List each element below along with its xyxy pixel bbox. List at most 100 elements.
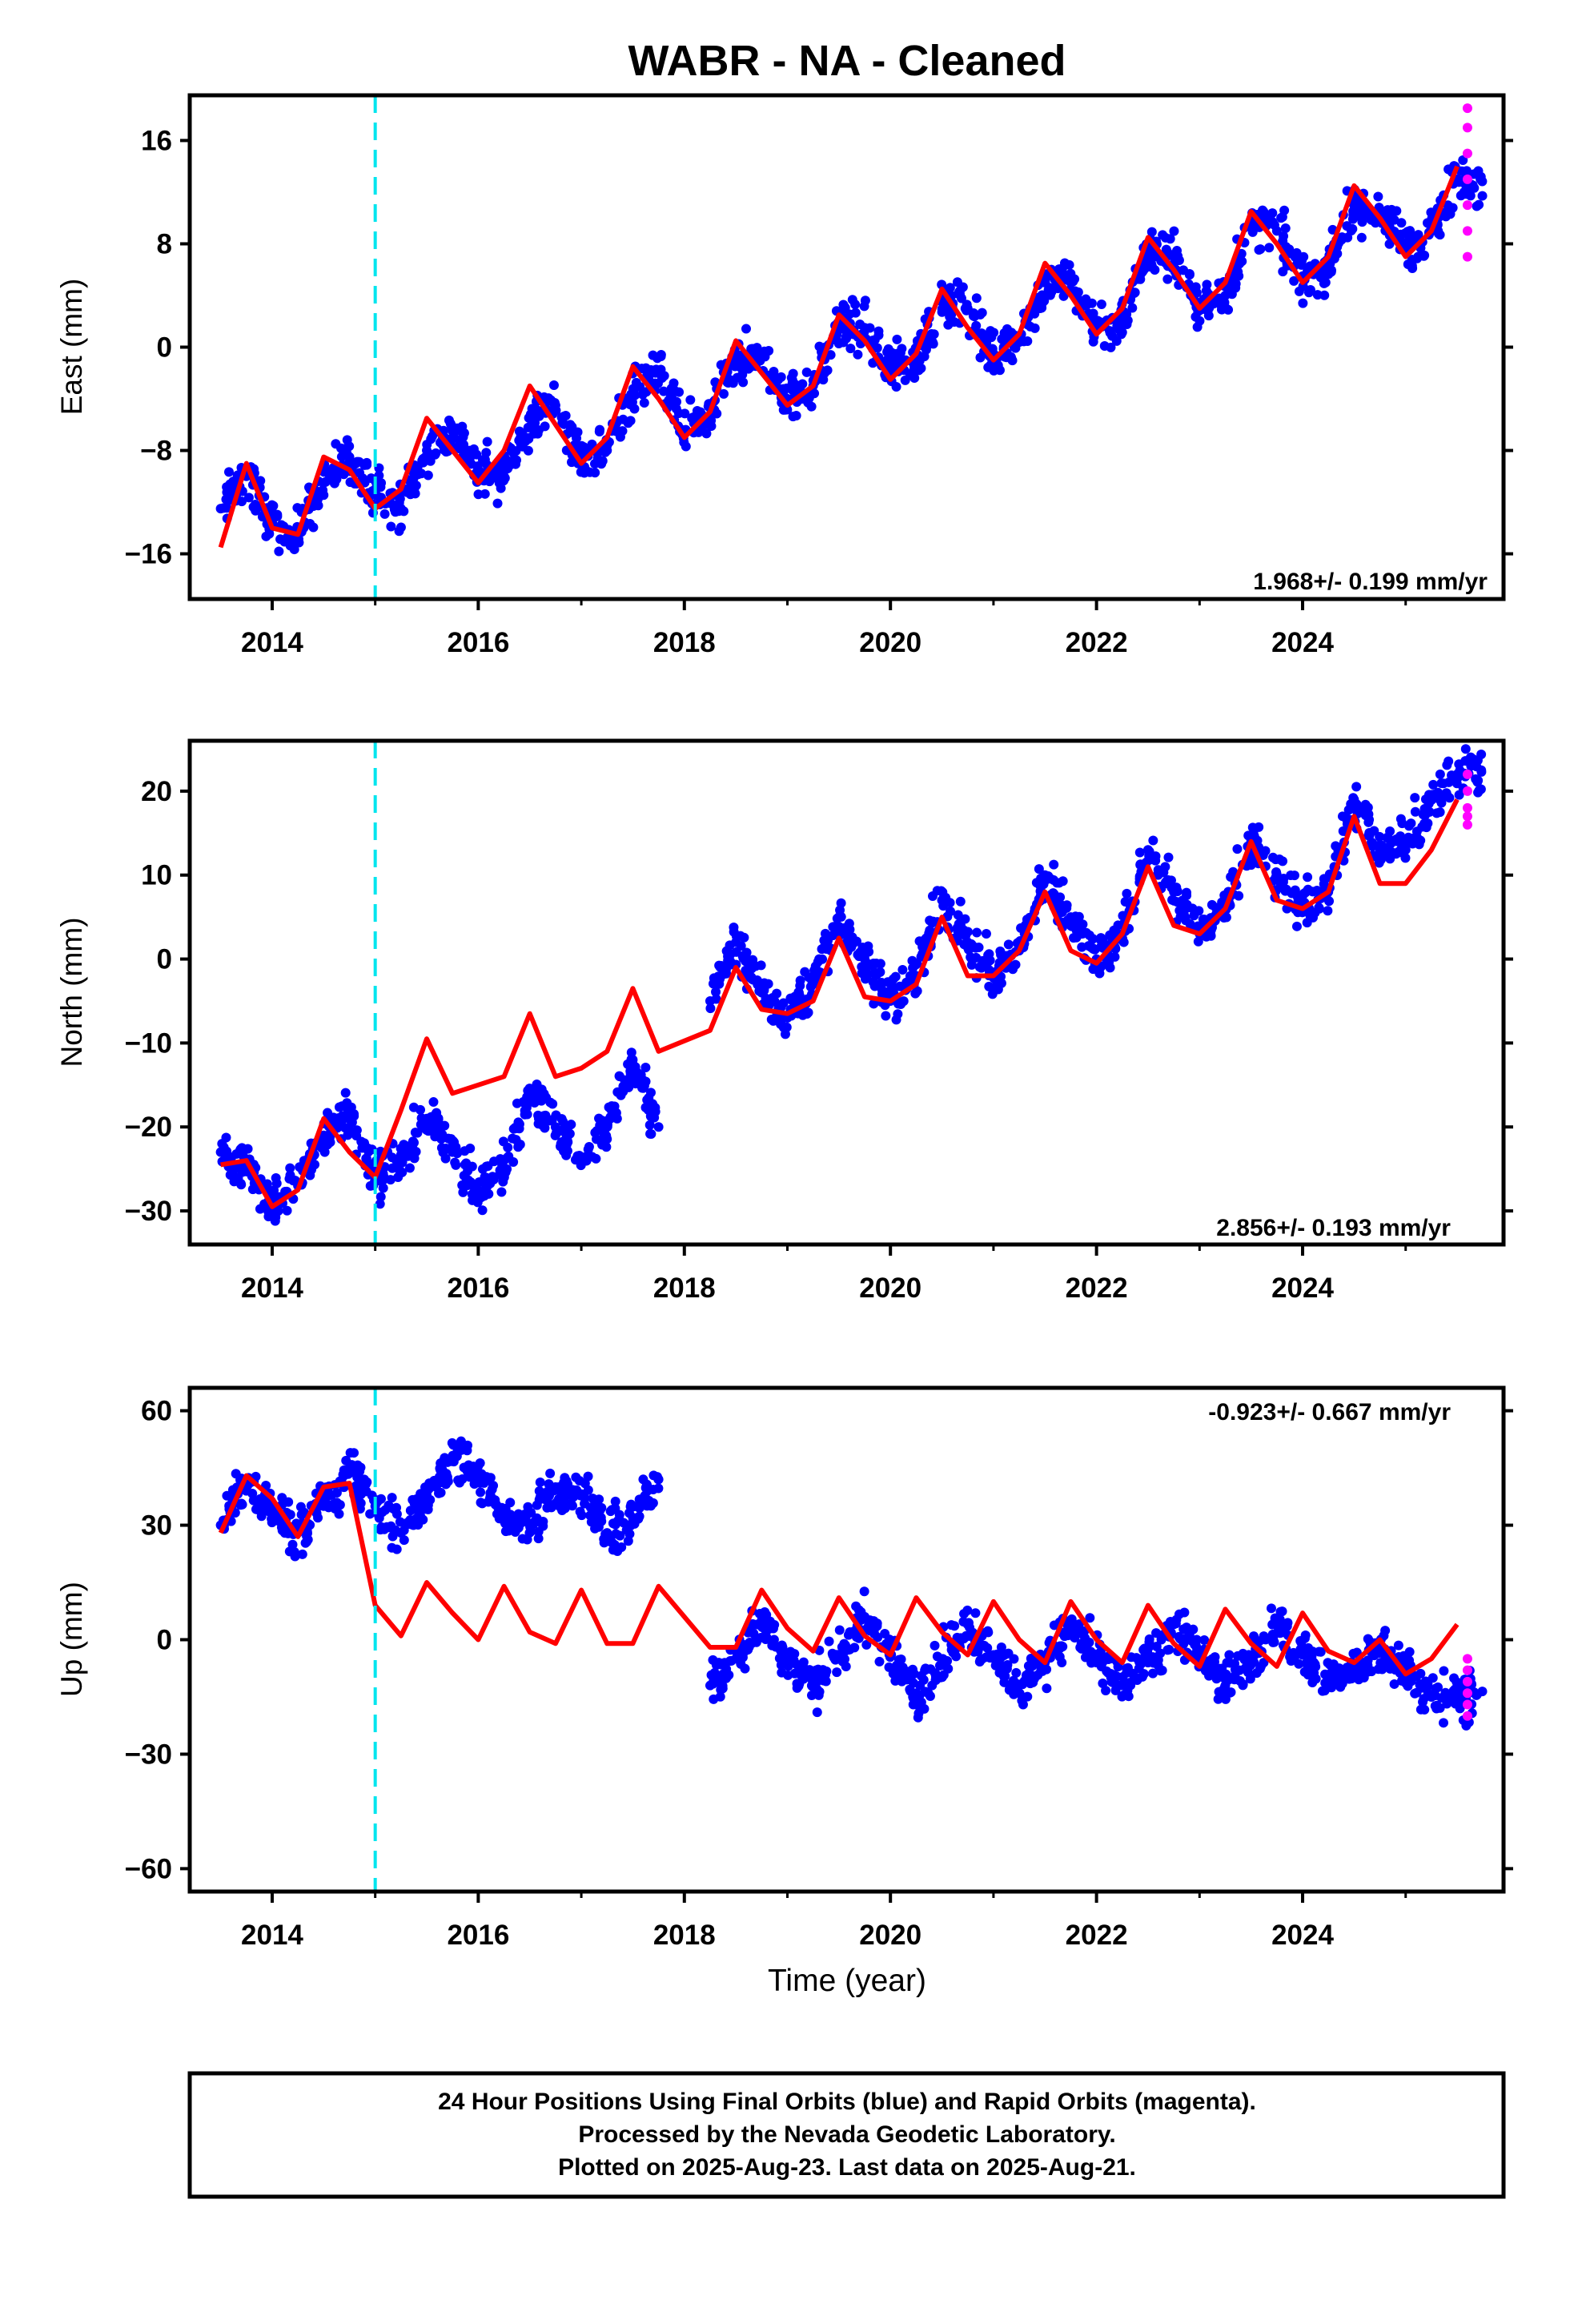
up-final-point (1143, 1642, 1154, 1653)
up-final-point (387, 1493, 397, 1503)
east-final-point (891, 382, 901, 392)
north-final-point (711, 987, 721, 997)
up-final-point (594, 1511, 604, 1522)
up-final-point (425, 1494, 436, 1505)
east-final-point (1258, 205, 1268, 215)
up-final-point (715, 1691, 725, 1702)
up-final-point (1000, 1671, 1010, 1681)
up-final-point (1455, 1687, 1465, 1697)
north-final-point (705, 1003, 716, 1014)
up-final-point (485, 1488, 496, 1498)
up-rapid-point (1462, 1665, 1472, 1675)
north-final-point (375, 1192, 386, 1202)
north-final-point (1473, 775, 1484, 786)
north-final-point (1172, 897, 1182, 907)
north-final-point (876, 979, 886, 990)
up-final-point (1232, 1651, 1243, 1661)
east-final-point (425, 456, 436, 466)
north-final-point (1410, 806, 1420, 817)
north-final-point (416, 1104, 426, 1115)
up-final-point (423, 1504, 433, 1514)
up-final-point (585, 1502, 596, 1513)
up-final-point (402, 1518, 412, 1528)
north-final-point (269, 1185, 279, 1196)
up-final-point (535, 1477, 545, 1487)
east-rapid-point (1462, 123, 1472, 133)
east-final-point (937, 279, 947, 290)
up-final-point (610, 1519, 620, 1530)
up-final-point (943, 1663, 954, 1674)
east-final-point (1127, 303, 1138, 313)
north-final-point (966, 939, 977, 950)
up-final-point (505, 1498, 516, 1508)
north-final-point (1275, 877, 1286, 887)
up-final-point (535, 1517, 545, 1527)
up-final-point (1029, 1674, 1039, 1684)
up-final-point (962, 1605, 973, 1615)
up-final-point (1098, 1678, 1108, 1688)
north-final-point (1410, 793, 1420, 803)
up-y-ticks: 60 30 0 −30 −60 (125, 1396, 1513, 1884)
east-final-point (308, 501, 319, 511)
north-final-point (1134, 847, 1145, 858)
up-final-point (1301, 1649, 1311, 1659)
up-final-point (441, 1469, 452, 1479)
east-final-point (782, 404, 793, 415)
up-final-point (1385, 1663, 1395, 1674)
up-final-point (284, 1546, 295, 1557)
up-final-point (1363, 1660, 1373, 1671)
north-final-point (532, 1079, 542, 1089)
north-final-point (514, 1119, 524, 1129)
east-final-point (459, 428, 469, 438)
east-final-point (873, 326, 884, 336)
east-final-point (328, 463, 339, 473)
up-final-point (1294, 1659, 1304, 1669)
east-final-point (346, 457, 356, 468)
east-final-point (308, 522, 319, 533)
east-final-point (942, 303, 952, 313)
north-final-point (1221, 912, 1231, 923)
north-rate-label: 2.856+/- 0.193 mm/yr (1216, 1215, 1451, 1241)
east-plot-area (215, 95, 1488, 599)
up-final-point (1415, 1679, 1425, 1690)
north-final-point (871, 970, 881, 980)
up-final-point (970, 1608, 981, 1618)
north-final-point (1303, 872, 1313, 883)
up-final-point (840, 1640, 850, 1651)
east-final-point (809, 388, 820, 399)
east-final-point (1472, 201, 1482, 211)
east-final-point (221, 494, 231, 505)
east-final-point (929, 329, 939, 340)
up-final-point (559, 1478, 569, 1488)
east-final-point (342, 435, 352, 445)
east-final-point (596, 459, 607, 469)
north-final-point (1460, 744, 1471, 754)
up-final-point (982, 1642, 993, 1653)
up-final-point (1226, 1687, 1236, 1698)
north-final-point (502, 1152, 512, 1163)
north-final-point (845, 924, 855, 935)
east-final-point (1169, 226, 1179, 236)
east-final-point (825, 350, 836, 360)
note-line-2: Processed by the Nevada Geodetic Laborat… (578, 2121, 1115, 2148)
north-y-axis-label: North (mm) (55, 917, 88, 1067)
up-final-point (227, 1485, 238, 1495)
north-final-point (412, 1128, 423, 1138)
north-rapid-point (1462, 802, 1472, 813)
east-final-point (320, 476, 331, 487)
up-final-point (1023, 1661, 1034, 1671)
east-final-point (1296, 259, 1307, 270)
east-final-point (865, 323, 875, 333)
north-final-point (1088, 943, 1098, 954)
up-final-point (859, 1586, 869, 1597)
north-final-point (650, 1103, 661, 1113)
north-plot-area (215, 741, 1487, 1244)
east-final-point (1227, 289, 1237, 300)
north-final-point (1070, 911, 1081, 922)
east-final-point (275, 534, 286, 545)
up-final-point (913, 1700, 924, 1711)
up-final-point (1439, 1666, 1449, 1676)
north-final-point (533, 1110, 544, 1120)
north-final-point (721, 965, 731, 975)
